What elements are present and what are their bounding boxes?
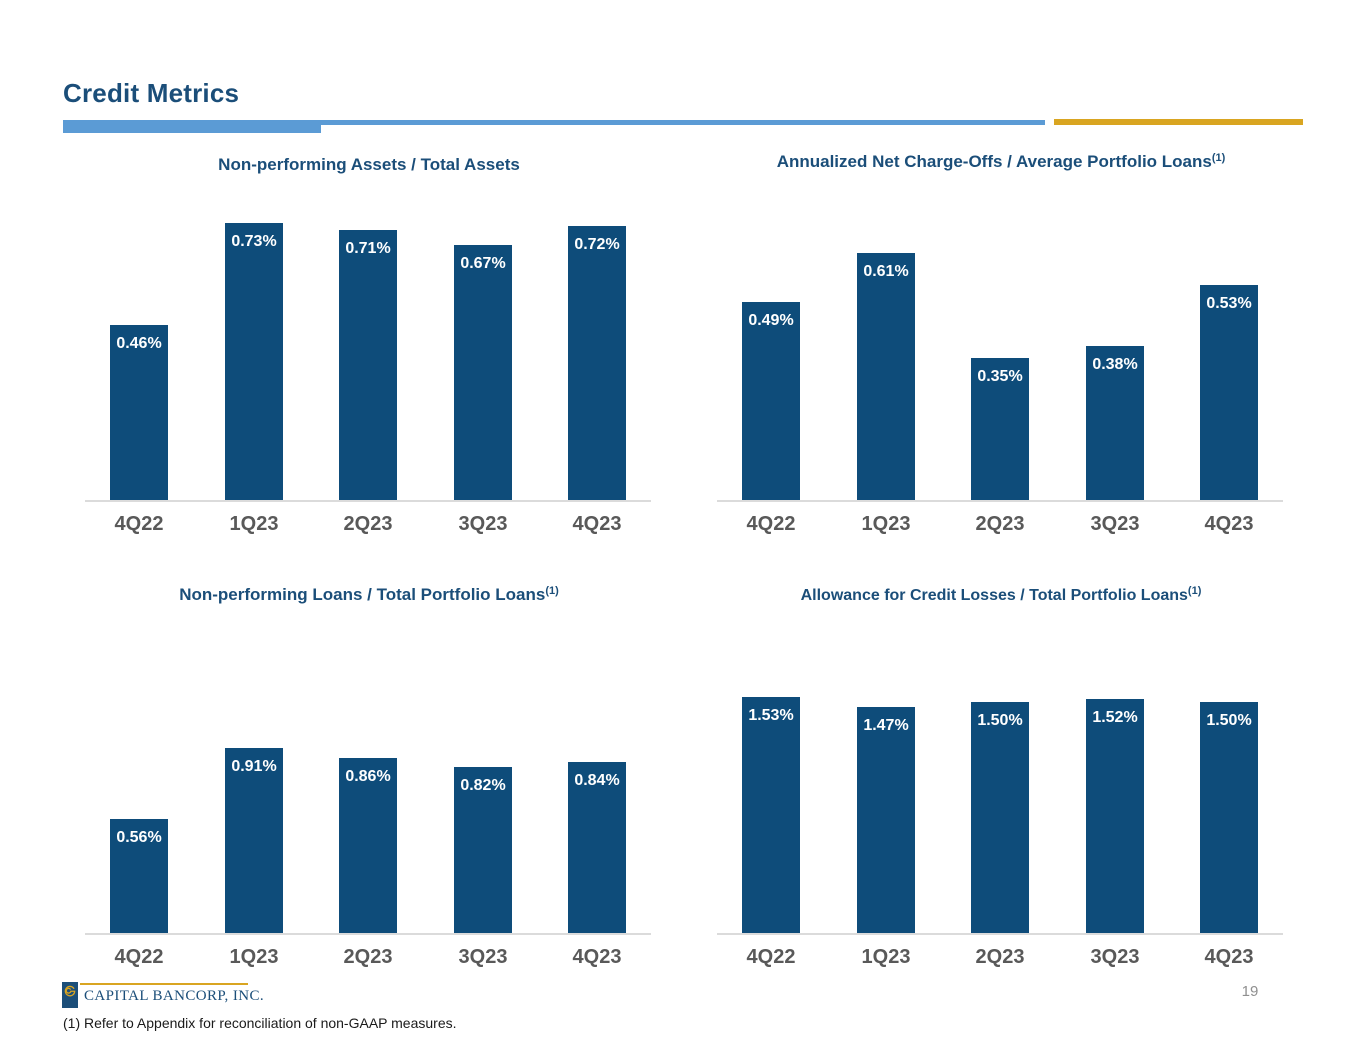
chart-non-performing-loans: Non-performing Loans / Total Portfolio L… [63, 576, 675, 1006]
x-axis-label: 1Q23 [861, 946, 911, 968]
bar-value-label: 0.53% [1206, 295, 1252, 312]
bar-value-label: 0.72% [574, 236, 620, 253]
bar [568, 226, 626, 500]
x-axis-label: 2Q23 [975, 946, 1025, 968]
x-axis-label: 4Q22 [746, 946, 796, 968]
page-number: 19 [1241, 983, 1259, 1000]
header-underline-gold [1054, 119, 1303, 125]
x-axis-label: 4Q22 [114, 946, 164, 968]
bar [1086, 699, 1144, 933]
bar-value-label: 0.38% [1092, 356, 1138, 373]
bar [1200, 702, 1258, 933]
bar-value-label: 1.50% [977, 712, 1023, 729]
bar [454, 245, 512, 500]
chart-non-performing-assets: Non-performing Assets / Total Assets 0.46… [63, 146, 675, 576]
bar [1200, 285, 1258, 500]
x-axis-label: 4Q22 [746, 513, 796, 535]
bar-value-label: 0.35% [977, 368, 1023, 385]
header-underline-thick [63, 120, 321, 133]
header-underline-thin [321, 120, 1045, 125]
x-axis-label: 3Q23 [1090, 946, 1140, 968]
x-axis-line [717, 500, 1283, 502]
bar [1086, 346, 1144, 500]
company-logo-icon [62, 982, 78, 1008]
bar-value-label: 0.71% [345, 240, 391, 257]
bar [857, 253, 915, 500]
bar-value-label: 1.53% [748, 707, 794, 724]
footnote-marker: (1) [545, 585, 559, 597]
bar-value-label: 0.84% [574, 772, 620, 789]
bar [742, 697, 800, 933]
chart-title-text: Allowance for Credit Losses / Total Port… [800, 587, 1188, 604]
bar-value-label: 0.61% [863, 263, 909, 280]
footnote-marker: (1) [1187, 585, 1202, 597]
bar [339, 230, 397, 500]
bar-value-label: 0.46% [116, 335, 162, 352]
bar [225, 223, 283, 500]
footnote-marker: (1) [1211, 152, 1226, 164]
x-axis-label: 2Q23 [343, 946, 393, 968]
bar [742, 302, 800, 500]
chart-net-charge-offs: Annualized Net Charge-Offs / Average Por… [695, 146, 1307, 576]
chart-title: Non-performing Loans / Total Portfolio L… [63, 584, 675, 606]
bar-value-label: 0.67% [460, 255, 506, 272]
gold-spiral-g-icon [64, 985, 76, 997]
chart-title: Annualized Net Charge-Offs / Average Por… [766, 151, 1236, 173]
x-axis-label: 2Q23 [343, 513, 393, 535]
x-axis-label: 4Q23 [1204, 513, 1254, 535]
bar [857, 707, 915, 933]
x-axis-line [85, 500, 651, 502]
x-axis-label: 1Q23 [229, 946, 279, 968]
bar [339, 758, 397, 933]
x-axis-line [85, 933, 651, 935]
bar [568, 762, 626, 933]
bar [110, 325, 168, 500]
bar-value-label: 1.50% [1206, 712, 1252, 729]
bar [971, 702, 1029, 933]
x-axis-label: 1Q23 [229, 513, 279, 535]
chart-allowance-credit-losses: Allowance for Credit Losses / Total Port… [695, 576, 1307, 1006]
chart-title-text: Non-performing Assets / Total Assets [218, 155, 520, 174]
bar-value-label: 1.52% [1092, 709, 1138, 726]
x-axis-label: 2Q23 [975, 513, 1025, 535]
page-title: Credit Metrics [63, 78, 240, 108]
bar-value-label: 1.47% [863, 717, 909, 734]
x-axis-label: 3Q23 [1090, 513, 1140, 535]
x-axis-label: 1Q23 [861, 513, 911, 535]
x-axis-line [717, 933, 1283, 935]
x-axis-label: 4Q23 [1204, 946, 1254, 968]
bar-value-label: 0.86% [345, 768, 391, 785]
chart-title-text: Non-performing Loans / Total Portfolio L… [179, 585, 546, 604]
bar [110, 819, 168, 933]
bar-value-label: 0.56% [116, 829, 162, 846]
x-axis-label: 3Q23 [458, 946, 508, 968]
chart-title: Non-performing Assets / Total Assets [63, 154, 675, 176]
bar [454, 767, 512, 933]
x-axis-label: 4Q22 [114, 513, 164, 535]
bar-value-label: 0.49% [748, 312, 794, 329]
footnote: (1) Refer to Appendix for reconciliation… [63, 1015, 457, 1031]
x-axis-label: 4Q23 [572, 513, 622, 535]
chart-title: Allowance for Credit Losses / Total Port… [695, 584, 1307, 607]
logo-gold-line [80, 983, 248, 985]
bar-value-label: 0.91% [231, 758, 277, 775]
bar [225, 748, 283, 933]
x-axis-label: 3Q23 [458, 513, 508, 535]
bar [971, 358, 1029, 500]
company-name: CAPITAL BANCORP, INC. [84, 988, 264, 1004]
bar-value-label: 0.82% [460, 777, 506, 794]
x-axis-label: 4Q23 [572, 946, 622, 968]
chart-title-text: Annualized Net Charge-Offs / Average Por… [776, 152, 1212, 171]
bar-value-label: 0.73% [231, 233, 277, 250]
